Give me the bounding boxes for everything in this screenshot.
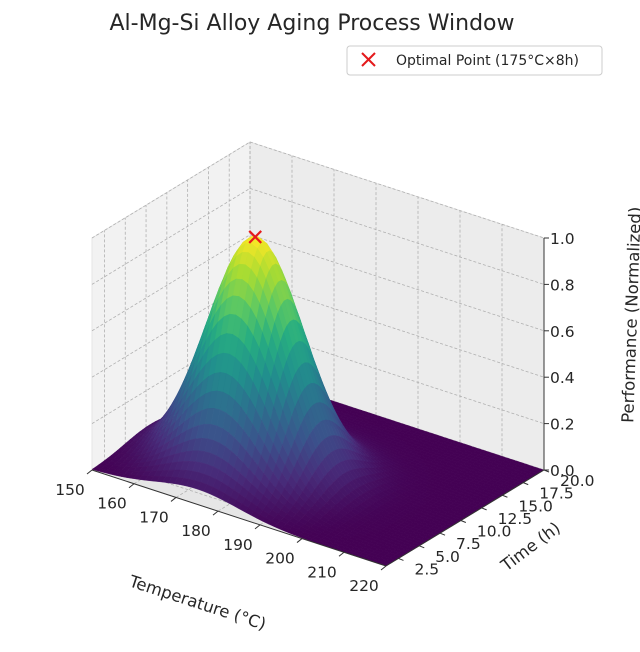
z-tick-label: 0.2: [550, 416, 575, 434]
legend: Optimal Point (175°C×8h): [346, 45, 603, 76]
y-tick-label: 15.0: [518, 497, 553, 515]
y-tick-mark: [481, 507, 487, 511]
x-tick-mark: [380, 565, 387, 571]
x-tick-mark: [128, 483, 135, 489]
z-axis-label: Performance (Normalized): [618, 206, 640, 423]
grid-line-back-z: [249, 280, 545, 378]
x-tick-mark: [338, 551, 345, 557]
x-tick-label: 200: [265, 550, 295, 568]
y-tick-mark: [398, 557, 404, 561]
legend-marker-x-icon: [361, 52, 376, 67]
grid-line-left-z: [91, 188, 251, 285]
x-axis-line: [91, 469, 387, 567]
axis-ticks: 150 160 170 180 190 200 210 220 2.55.07.510.012.…: [55, 230, 594, 595]
grid-line-left-z: [91, 327, 251, 424]
x-tick-label: 170: [139, 508, 169, 526]
grid-line-back-z: [249, 234, 545, 332]
x-tick-mark: [296, 538, 303, 543]
legend-box: [346, 45, 603, 76]
surface-plot: [91, 236, 545, 567]
optimal-point-x-icon: [248, 230, 262, 244]
x-tick-label: 210: [307, 563, 337, 581]
x-tick-mark: [86, 469, 93, 475]
x-tick-label: 180: [181, 522, 211, 540]
x-tick-mark: [212, 510, 219, 516]
y-tick-mark: [523, 482, 529, 486]
z-tick-label: 1.0: [550, 230, 575, 248]
x-tick-mark: [170, 497, 177, 502]
grid-line-left-z: [91, 234, 251, 332]
x-axis-label: Temperature (°C): [126, 571, 268, 633]
y-tick-label: 5.0: [435, 548, 460, 566]
x-tick-label: 220: [349, 577, 379, 595]
grid-line-left-z: [91, 280, 251, 378]
y-tick-label: 17.5: [539, 485, 574, 503]
optimal-point-marker: [248, 230, 262, 244]
chart-title: Al-Mg-Si Alloy Aging Process Window: [109, 11, 514, 36]
grid-line-left-z: [91, 141, 251, 239]
y-tick-mark: [460, 520, 467, 523]
y-tick-label: 20.0: [560, 472, 595, 490]
y-tick-label: 7.5: [456, 535, 481, 553]
y-axis-line: [385, 469, 545, 567]
z-tick-label: 0.8: [550, 276, 575, 294]
x-tick-mark: [254, 524, 261, 530]
z-tick-label: 0.4: [550, 369, 575, 387]
grid-line-back-z: [249, 141, 545, 239]
z-tick-label: 0.6: [550, 323, 575, 341]
y-tick-mark: [502, 494, 508, 498]
y-tick-label: 10.0: [477, 523, 512, 541]
y-tick-mark: [439, 532, 446, 536]
x-tick-label: 160: [97, 495, 127, 513]
y-tick-label: 2.5: [414, 560, 439, 578]
grid-line-back-z: [249, 188, 545, 285]
x-tick-label: 150: [55, 481, 85, 499]
y-tick-label: 12.5: [498, 510, 533, 528]
y-tick-mark: [419, 545, 425, 549]
x-tick-label: 190: [223, 536, 253, 554]
legend-label: Optimal Point (175°C×8h): [396, 53, 579, 69]
z-tick-label: 0.0: [550, 462, 575, 480]
